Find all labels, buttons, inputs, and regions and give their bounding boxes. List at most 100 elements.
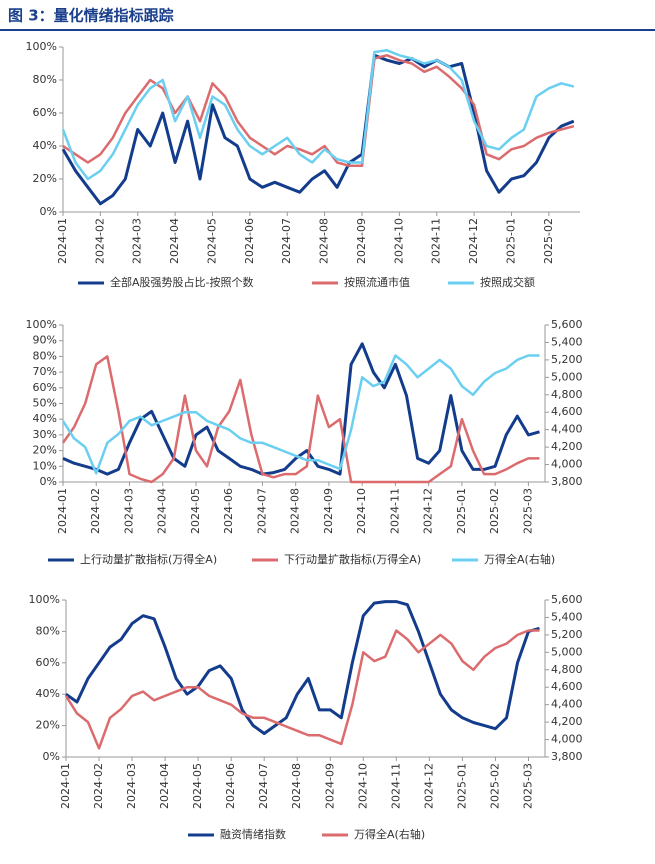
x-tick-label: 2024-12 (422, 763, 435, 809)
x-tick-label: 2025-01 (455, 488, 468, 534)
x-tick-label: 2024-12 (467, 218, 480, 264)
y-tick-label: 80% (33, 349, 57, 362)
series-line (64, 629, 540, 750)
legend-label: 全部A股强势股占比-按照个数 (110, 275, 254, 289)
y-tick-label: 60% (33, 106, 57, 119)
x-tick-label: 2025-02 (488, 488, 501, 534)
y2-tick-label: 5,400 (551, 335, 583, 348)
series-line (65, 600, 540, 735)
x-tick-label: 2024-05 (189, 488, 202, 534)
legend-label: 万得全A(右轴) (484, 552, 555, 566)
x-tick-label: 2024-06 (243, 218, 256, 264)
x-tick-label: 2024-04 (168, 218, 181, 264)
y-tick-label: 60% (33, 381, 57, 394)
x-tick-label: 2025-01 (504, 218, 517, 264)
legend-label: 按照成交额 (480, 275, 535, 289)
x-tick-label: 2024-08 (318, 218, 331, 264)
x-tick-label: 2024-10 (392, 218, 405, 264)
legend-label: 上行动量扩散指标(万得全A) (80, 552, 217, 566)
x-tick-label: 2024-06 (222, 488, 235, 534)
y-tick-label: 90% (33, 334, 57, 347)
x-tick-label: 2025-02 (488, 763, 501, 809)
y2-tick-label: 4,000 (551, 733, 583, 746)
series-line (61, 354, 540, 475)
x-tick-label: 2024-08 (289, 488, 302, 534)
x-tick-label: 2024-09 (322, 488, 335, 534)
x-tick-label: 2024-12 (422, 488, 435, 534)
x-tick-label: 2024-02 (92, 763, 105, 809)
y-tick-label: 10% (33, 459, 57, 472)
x-tick-label: 2024-02 (93, 218, 106, 264)
x-tick-label: 2024-03 (131, 218, 144, 264)
y2-tick-label: 4,200 (551, 440, 583, 453)
x-tick-label: 2024-06 (224, 763, 237, 809)
y-tick-label: 70% (33, 365, 57, 378)
y-tick-label: 100% (29, 593, 60, 606)
x-tick-label: 2024-10 (356, 763, 369, 809)
series-line (62, 54, 575, 168)
x-tick-label: 2024-11 (388, 488, 401, 534)
x-tick-label: 2024-02 (89, 488, 102, 534)
y2-tick-label: 4,400 (551, 698, 583, 711)
y-tick-label: 50% (33, 397, 57, 410)
y2-tick-label: 5,000 (551, 370, 583, 383)
y2-tick-label: 3,800 (551, 750, 583, 763)
x-tick-label: 2024-11 (389, 763, 402, 809)
y2-tick-label: 3,800 (551, 475, 583, 488)
x-tick-label: 2024-01 (56, 488, 69, 534)
x-tick-label: 2024-07 (257, 763, 270, 809)
x-tick-label: 2025-03 (521, 488, 534, 534)
x-tick-label: 2024-09 (323, 763, 336, 809)
y2-tick-label: 5,000 (551, 645, 583, 658)
y2-tick-label: 4,600 (551, 405, 583, 418)
y2-tick-label: 4,800 (551, 663, 583, 676)
y-tick-label: 40% (33, 139, 57, 152)
y-tick-label: 20% (36, 719, 60, 732)
y-tick-label: 100% (26, 40, 57, 53)
series-line (61, 53, 575, 206)
x-tick-label: 2024-05 (205, 218, 218, 264)
x-tick-label: 2025-03 (521, 763, 534, 809)
y-tick-label: 0% (43, 750, 60, 763)
y2-tick-label: 4,200 (551, 715, 583, 728)
y2-tick-label: 5,600 (551, 593, 583, 606)
y-tick-label: 80% (36, 624, 60, 637)
y-tick-label: 30% (33, 428, 57, 441)
series-line (61, 49, 575, 181)
y2-tick-label: 5,600 (551, 318, 583, 331)
x-tick-label: 2024-11 (430, 218, 443, 264)
x-tick-label: 2024-03 (125, 763, 138, 809)
x-tick-label: 2024-04 (158, 763, 171, 809)
series-line (61, 355, 540, 484)
y-tick-label: 80% (33, 73, 57, 86)
y-tick-label: 60% (36, 656, 60, 669)
x-tick-label: 2024-09 (355, 218, 368, 264)
y-tick-label: 20% (33, 172, 57, 185)
y-tick-label: 0% (40, 475, 57, 488)
legend-label: 下行动量扩散指标(万得全A) (284, 552, 421, 566)
y-tick-label: 40% (36, 687, 60, 700)
x-tick-label: 2024-01 (56, 218, 69, 264)
y-tick-label: 20% (33, 444, 57, 457)
figure-title: 图 3：量化情绪指标跟踪 (8, 7, 174, 25)
y2-tick-label: 5,200 (551, 628, 583, 641)
x-tick-label: 2024-07 (280, 218, 293, 264)
y2-tick-label: 4,000 (551, 458, 583, 471)
x-tick-label: 2024-07 (255, 488, 268, 534)
x-tick-label: 2025-02 (542, 218, 555, 264)
y-tick-label: 40% (33, 412, 57, 425)
x-tick-label: 2024-05 (191, 763, 204, 809)
y2-tick-label: 4,400 (551, 423, 583, 436)
x-tick-label: 2024-10 (355, 488, 368, 534)
y2-tick-label: 4,800 (551, 388, 583, 401)
x-tick-label: 2025-01 (455, 763, 468, 809)
legend-label: 万得全A(右轴) (354, 827, 425, 841)
x-tick-label: 2024-08 (290, 763, 303, 809)
legend-label: 按照流通市值 (344, 275, 410, 289)
x-tick-label: 2024-01 (59, 763, 72, 809)
legend-label: 融资情绪指数 (220, 827, 286, 841)
y-tick-label: 100% (26, 318, 57, 331)
x-tick-label: 2024-03 (122, 488, 135, 534)
y-tick-label: 0% (40, 205, 57, 218)
